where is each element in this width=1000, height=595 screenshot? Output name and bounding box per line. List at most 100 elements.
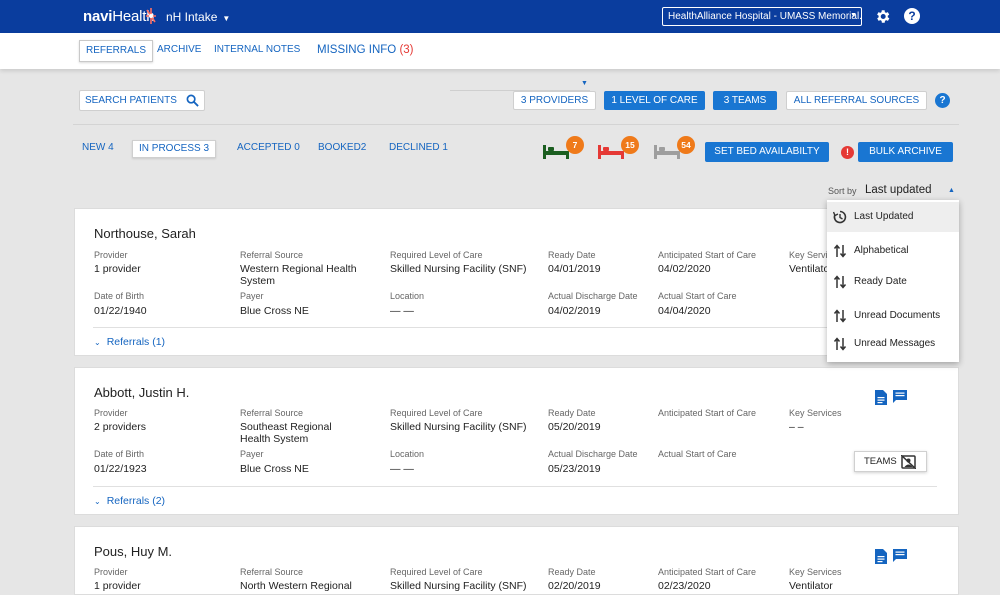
patient-card[interactable]: Pous, Huy M. Provider 1 provider Referra… — [74, 526, 959, 595]
teams-filter[interactable]: 3 TEAMS — [713, 91, 777, 110]
field-label: Referral Source — [240, 250, 304, 260]
provider-value: 1 provider — [94, 580, 141, 592]
chevron-down-icon: ⌄ — [94, 497, 101, 506]
field-label: Location — [390, 291, 425, 301]
field-label: Ready Date — [548, 408, 596, 418]
dob-value: 01/22/1923 — [94, 463, 147, 475]
sort-dropdown: Last Updated Alphabetical Ready Date Unr… — [827, 200, 959, 362]
chevron-down-icon[interactable]: ▼ — [581, 80, 588, 87]
tab-internal-notes[interactable]: INTERNAL NOTES — [214, 44, 301, 55]
providers-filter[interactable]: 3 PROVIDERS — [513, 91, 596, 110]
field-label: Date of Birth — [94, 449, 145, 459]
sort-option-last-updated[interactable]: Last Updated — [827, 202, 959, 232]
tab-missing-info[interactable]: MISSING INFO (3) — [317, 44, 414, 56]
patient-name[interactable]: Abbott, Justin H. — [94, 385, 190, 400]
field-label: Anticipated Start of Care — [658, 250, 757, 260]
teams-chip[interactable]: TEAMS — [854, 451, 927, 472]
referrals-toggle[interactable]: ⌄ Referrals (2) — [94, 495, 166, 507]
gear-icon[interactable] — [874, 8, 891, 25]
field-label: Provider — [94, 250, 128, 260]
referral-source-value: North Western Regional — [240, 580, 352, 592]
field-label: Location — [390, 449, 425, 459]
help-icon[interactable]: ? — [904, 8, 920, 24]
referral-source-value: Western Regional Health System — [240, 263, 357, 287]
patient-name[interactable]: Northouse, Sarah — [94, 226, 196, 241]
location-value: — — — [390, 305, 414, 317]
tab-booked[interactable]: BOOKED2 — [318, 142, 367, 153]
bulk-archive-button[interactable]: BULK ARCHIVE — [858, 142, 953, 162]
field-label: Key Services — [789, 408, 842, 418]
bed-icon[interactable] — [543, 143, 569, 159]
message-icon[interactable] — [893, 548, 907, 563]
field-label: Referral Source — [240, 408, 304, 418]
chevron-down-icon: ▼ — [222, 14, 231, 23]
sort-option-unread-messages[interactable]: Unread Messages — [827, 329, 959, 359]
sort-option-unread-documents[interactable]: Unread Documents — [827, 301, 959, 331]
patient-card[interactable]: Abbott, Justin H. Provider 2 providers R… — [74, 367, 959, 515]
referral-sources-filter[interactable]: ALL REFERRAL SOURCES — [786, 91, 927, 110]
tab-in-process[interactable]: IN PROCESS 3 — [132, 140, 217, 158]
tab-accepted[interactable]: ACCEPTED 0 — [237, 142, 300, 153]
location-value: — — — [390, 463, 414, 475]
patient-card[interactable]: Northouse, Sarah Provider 1 provider Ref… — [74, 208, 959, 356]
app-switcher[interactable]: nH Intake ▼ — [166, 10, 231, 24]
key-services-value: Ventilator — [789, 263, 833, 275]
hospital-select[interactable]: HealthAlliance Hospital - UMASS Memorial… — [662, 7, 862, 26]
actual-discharge-value: 05/23/2019 — [548, 463, 601, 475]
tab-archive[interactable]: ARCHIVE — [157, 44, 202, 55]
anticipated-start-value: 02/23/2020 — [658, 580, 711, 592]
field-label: Actual Discharge Date — [548, 449, 638, 459]
sort-option-ready-date[interactable]: Ready Date — [827, 267, 959, 297]
document-icon[interactable] — [874, 549, 888, 564]
set-bed-availability-button[interactable]: SET BED AVAILABILTY — [705, 142, 829, 162]
sort-option-alphabetical[interactable]: Alphabetical — [827, 236, 959, 266]
level-of-care-value: Skilled Nursing Facility (SNF) — [390, 263, 527, 275]
field-label: Anticipated Start of Care — [658, 408, 757, 418]
anticipated-start-value: 04/02/2020 — [658, 263, 711, 275]
main-nav: REFERRALS ARCHIVE INTERNAL NOTES MISSING… — [0, 33, 1000, 69]
search-patients-button[interactable]: SEARCH PATIENTS — [79, 90, 205, 111]
search-icon — [186, 94, 199, 107]
patient-name[interactable]: Pous, Huy M. — [94, 544, 173, 559]
ready-date-value: 02/20/2019 — [548, 580, 601, 592]
divider — [450, 90, 590, 91]
navihealth-logo[interactable]: naviHealth — [83, 8, 155, 25]
tab-declined[interactable]: DECLINED 1 — [389, 142, 448, 153]
sort-icon — [833, 244, 847, 258]
key-services-value: – – — [789, 421, 804, 433]
dob-value: 01/22/1940 — [94, 305, 147, 317]
alert-icon[interactable]: ! — [841, 146, 854, 159]
field-label: Required Level of Care — [390, 250, 483, 260]
referrals-toggle[interactable]: ⌄ Referrals (1) — [94, 336, 166, 348]
chevron-down-icon: ▼ — [850, 12, 857, 19]
field-label: Ready Date — [548, 567, 596, 577]
sort-select[interactable]: Last updated — [865, 184, 932, 196]
bed-icon[interactable] — [598, 143, 624, 159]
tab-referrals[interactable]: REFERRALS — [79, 40, 154, 62]
chevron-down-icon: ⌄ — [94, 338, 101, 347]
divider — [93, 486, 937, 487]
field-label: Referral Source — [240, 567, 304, 577]
help-icon[interactable]: ? — [935, 93, 950, 108]
bed-icon[interactable] — [654, 143, 680, 159]
referral-source-value: Southeast Regional Health System — [240, 421, 332, 445]
level-of-care-filter[interactable]: 1 LEVEL OF CARE — [604, 91, 705, 110]
chevron-up-icon[interactable]: ▲ — [948, 187, 955, 194]
field-label: Key Servi — [789, 250, 828, 260]
field-label: Ready Date — [548, 250, 596, 260]
bed-count-badge: 15 — [621, 136, 639, 154]
field-label: Actual Start of Care — [658, 449, 737, 459]
ready-date-value: 04/01/2019 — [548, 263, 601, 275]
field-label: Required Level of Care — [390, 408, 483, 418]
message-icon[interactable] — [893, 389, 907, 404]
payer-value: Blue Cross NE — [240, 305, 309, 317]
field-label: Provider — [94, 408, 128, 418]
provider-value: 2 providers — [94, 421, 146, 433]
field-label: Payer — [240, 291, 264, 301]
tab-new[interactable]: NEW 4 — [82, 142, 114, 153]
history-icon — [833, 210, 847, 224]
actual-start-value: 04/04/2020 — [658, 305, 711, 317]
document-icon[interactable] — [874, 390, 888, 405]
field-label: Actual Start of Care — [658, 291, 737, 301]
bed-count-badge: 54 — [677, 136, 695, 154]
